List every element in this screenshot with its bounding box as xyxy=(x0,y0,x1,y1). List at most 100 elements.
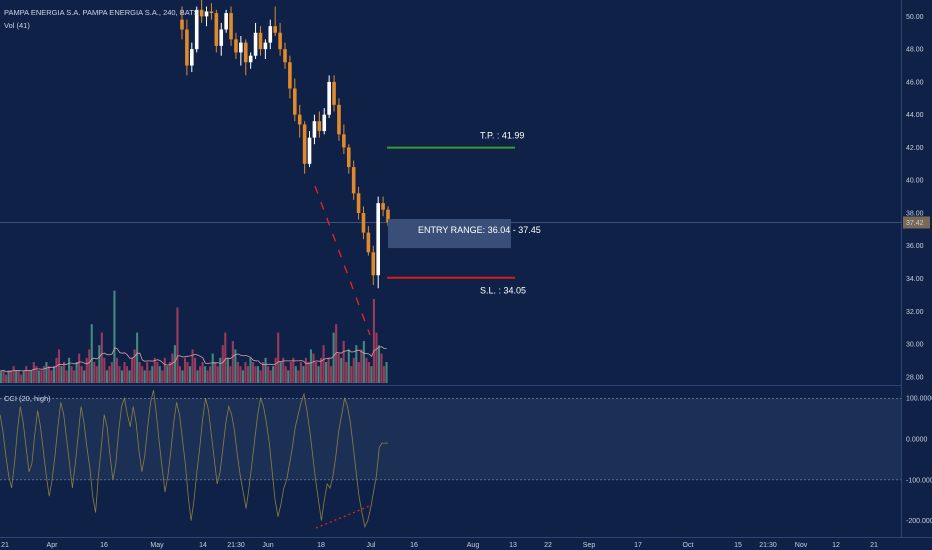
candle-body xyxy=(278,32,282,50)
volume-bar xyxy=(181,370,184,383)
volume-bar xyxy=(42,366,45,383)
volume-bar xyxy=(342,341,345,383)
last-price-label: 37.42 xyxy=(906,220,924,227)
volume-bar xyxy=(332,332,335,383)
candle-body xyxy=(185,29,189,66)
time-tick-label: 18 xyxy=(317,542,325,549)
time-tick-label: Aug xyxy=(467,542,480,549)
volume-bar xyxy=(204,366,207,383)
candle-body xyxy=(371,252,376,276)
time-tick-label: 14 xyxy=(199,542,207,549)
volume-bar xyxy=(168,362,171,383)
volume-bar xyxy=(80,366,83,383)
candle-body xyxy=(307,137,312,164)
volume-bar xyxy=(95,366,98,383)
candle-body xyxy=(229,13,233,40)
cci-tick-label: -100.0000 xyxy=(906,477,932,484)
candle-body xyxy=(283,49,287,63)
volume-bar xyxy=(15,370,18,383)
candle-body xyxy=(346,147,351,168)
volume-bar xyxy=(362,341,365,383)
time-tick-label: Apr xyxy=(47,542,59,549)
volume-bar xyxy=(176,307,179,383)
price-tick-label: 38.00 xyxy=(906,210,924,217)
volume-bar xyxy=(327,357,330,383)
volume-bar xyxy=(259,370,262,383)
volume-bar xyxy=(163,357,166,383)
volume-bar xyxy=(143,370,146,383)
volume-bar xyxy=(68,357,71,383)
candle-body xyxy=(214,13,219,46)
price-tick-label: 40.00 xyxy=(906,178,924,185)
volume-bar xyxy=(236,362,239,383)
price-tick-label: 28.00 xyxy=(906,374,924,381)
volume-bar xyxy=(206,370,209,383)
volume-bar xyxy=(85,357,88,383)
volume-bar xyxy=(178,366,182,383)
cci-band xyxy=(0,398,901,480)
volume-bar xyxy=(146,362,149,383)
volume-bar xyxy=(284,366,287,383)
volume-bar xyxy=(294,366,297,383)
volume-bar xyxy=(264,357,267,383)
candle-body xyxy=(332,81,336,105)
volume-bar xyxy=(317,366,320,383)
volume-bar xyxy=(25,366,28,383)
candle-body xyxy=(351,167,356,194)
volume-bar xyxy=(32,362,35,383)
volume-bar xyxy=(312,353,315,383)
volume-bar xyxy=(347,349,350,383)
time-tick-label: 22 xyxy=(544,542,552,549)
volume-bar xyxy=(297,370,300,383)
volume-bar xyxy=(209,366,212,383)
volume-bar xyxy=(35,366,38,383)
volume-bar xyxy=(78,353,81,383)
volume-bar xyxy=(156,362,159,383)
volume-bar xyxy=(47,366,50,383)
price-tick-label: 42.00 xyxy=(906,145,924,152)
volume-ma-line xyxy=(1,346,387,373)
sl-label: S.L. : 34.05 xyxy=(480,286,526,296)
time-tick-label: 21:30 xyxy=(227,542,245,549)
time-tick-label: 16 xyxy=(100,542,108,549)
price-tick-label: 36.00 xyxy=(906,243,924,250)
volume-bar xyxy=(60,366,63,383)
volume-bar xyxy=(345,362,348,383)
cci-line xyxy=(0,390,388,529)
volume-bar xyxy=(219,357,222,383)
volume-bar xyxy=(90,324,93,383)
volume-bar xyxy=(322,345,325,383)
candle-body xyxy=(293,88,297,115)
candle-body xyxy=(239,42,243,53)
volume-bar xyxy=(229,366,232,383)
price-tick-label: 30.00 xyxy=(906,342,924,349)
volume-bar xyxy=(267,366,270,383)
candle-body xyxy=(180,19,184,30)
volume-bar xyxy=(30,370,33,383)
volume-bar xyxy=(355,345,358,383)
candle-body xyxy=(342,134,346,148)
volume-bar xyxy=(191,349,194,383)
volume-bar xyxy=(211,353,214,383)
volume-bar xyxy=(289,362,292,383)
volume-bar xyxy=(148,370,151,383)
volume-bar xyxy=(136,332,139,383)
candle-body xyxy=(376,203,380,276)
time-tick-label: Oct xyxy=(683,542,694,549)
volume-bar xyxy=(196,370,199,383)
candle-body xyxy=(297,114,302,125)
volume-bar xyxy=(75,362,78,383)
volume-bar xyxy=(244,362,247,383)
candle-body xyxy=(224,13,228,30)
volume-bar xyxy=(239,366,242,383)
volume-bar xyxy=(171,353,174,383)
volume-bar xyxy=(120,370,124,383)
volume-bar xyxy=(110,362,113,383)
candle-body xyxy=(381,203,385,210)
volume-bar xyxy=(194,357,197,383)
time-tick-label: 12 xyxy=(832,542,840,549)
candle-body xyxy=(317,121,322,132)
candle-body xyxy=(190,49,194,66)
